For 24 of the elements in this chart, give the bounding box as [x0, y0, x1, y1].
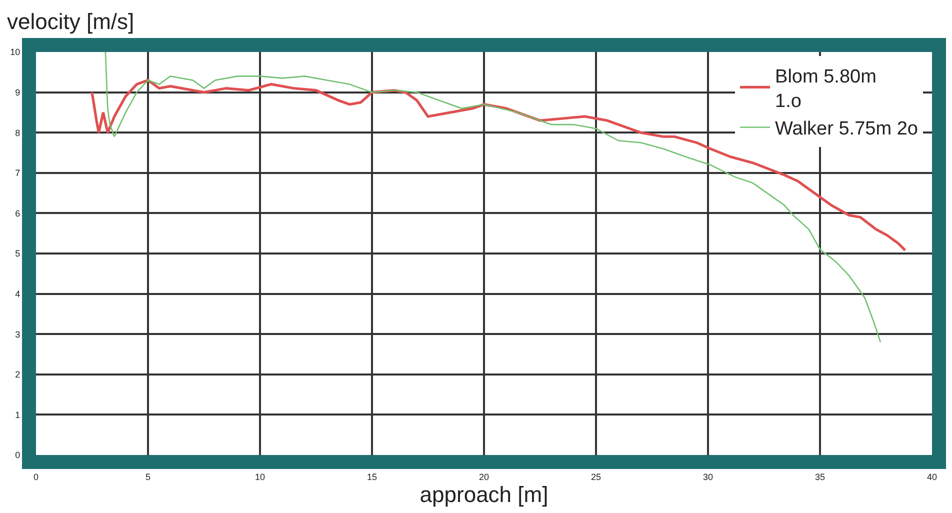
y-tick-label: 5 — [15, 248, 20, 259]
legend-label: Walker 5.75m 2o — [775, 118, 918, 140]
y-tick-label: 3 — [15, 329, 20, 340]
x-tick-label: 5 — [145, 472, 151, 482]
legend-label: Blom 5.80m 1.o — [775, 66, 876, 112]
y-tick-label: 10 — [10, 47, 20, 58]
x-tick-label: 20 — [478, 472, 490, 482]
x-tick-label: 25 — [590, 472, 602, 482]
y-tick-label: 9 — [15, 87, 20, 98]
x-tick-label: 35 — [814, 472, 826, 482]
y-tick-label: 6 — [15, 208, 20, 218]
y-tick-label: 1 — [15, 410, 20, 420]
y-tick-label: 4 — [15, 288, 20, 299]
y-tick-label: 0 — [15, 450, 20, 460]
y-tick-label: 2 — [15, 370, 20, 380]
x-axis-title: approach [m] — [420, 482, 548, 507]
x-tick-label: 0 — [33, 472, 39, 482]
x-tick-label: 30 — [702, 472, 714, 482]
x-tick-label: 15 — [366, 472, 378, 482]
y-tick-label: 8 — [15, 128, 20, 138]
x-tick-label: 40 — [926, 472, 938, 482]
y-axis-title: velocity [m/s] — [7, 9, 134, 34]
y-tick-label: 7 — [15, 168, 20, 178]
x-tick-label: 10 — [254, 472, 266, 482]
